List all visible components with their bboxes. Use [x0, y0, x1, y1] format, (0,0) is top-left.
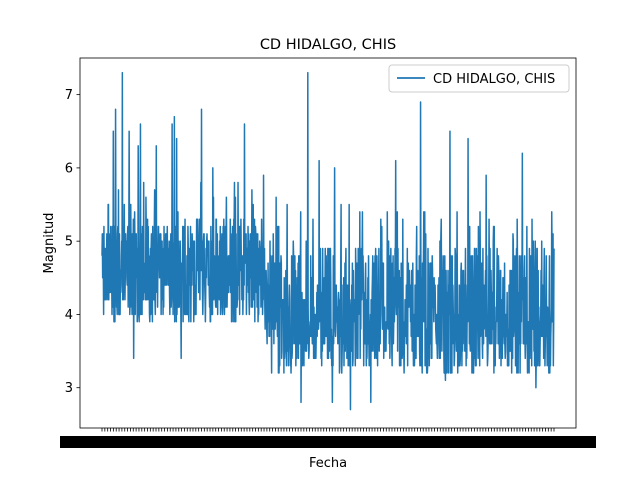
plot-frame	[79, 57, 577, 429]
y-tick-label: 3	[65, 381, 73, 396]
y-ticks: 3 4 5 6 7	[65, 88, 80, 396]
x-tick-label-overlap	[512, 436, 596, 448]
y-axis-label: Magnitud	[42, 213, 57, 274]
chart-title: CD HIDALGO, CHIS	[260, 37, 396, 53]
y-tick-label: 4	[65, 308, 73, 323]
legend-box	[388, 64, 570, 93]
legend-entry-label: CD HIDALGO, CHIS	[433, 72, 555, 87]
x-ticks	[60, 428, 596, 448]
legend: CD HIDALGO, CHIS	[388, 64, 570, 93]
series-line-cd-hidalgo	[101, 71, 555, 411]
y-tick-label: 7	[65, 88, 73, 103]
y-tick-label: 5	[65, 235, 73, 250]
y-tick-label: 6	[65, 161, 73, 176]
x-axis-label: Fecha	[309, 456, 347, 471]
series-group	[101, 71, 555, 411]
plot-area	[101, 71, 555, 411]
